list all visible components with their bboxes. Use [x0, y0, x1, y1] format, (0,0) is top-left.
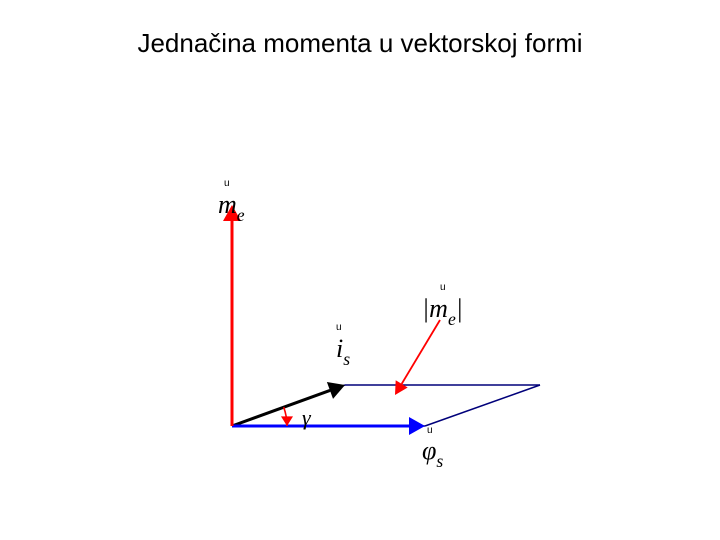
label-me: me — [218, 190, 245, 224]
label-phis: φs — [422, 436, 443, 470]
label-gamma: γ — [302, 405, 311, 431]
label-me-abs: |me| — [422, 294, 463, 328]
vecmark-is: u — [336, 322, 342, 333]
label-is: is — [336, 334, 350, 368]
vector-diagram — [0, 0, 720, 540]
vecmark-me: u — [224, 178, 230, 189]
vecmark-me-abs: u — [440, 282, 446, 293]
vecmark-phis: u — [427, 425, 433, 436]
